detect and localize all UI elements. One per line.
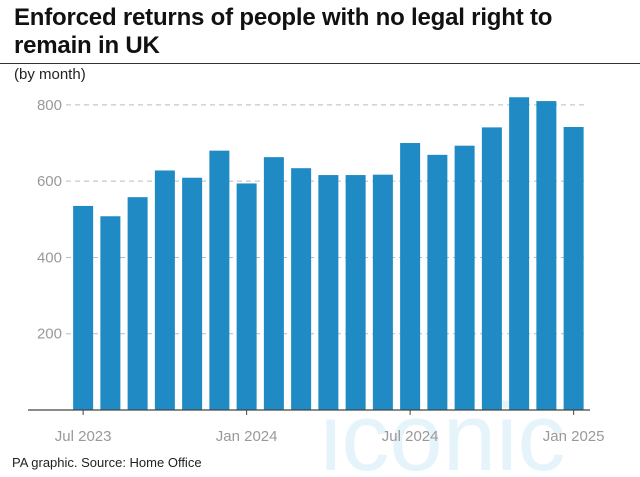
bar-nov-2023 [182,177,203,410]
bar-dec-2023 [209,150,230,410]
y-axis-labels: 200 400 600 800 [37,97,62,343]
x-tick-label: Jul 2024 [382,428,439,445]
chart-subtitle: (by month) [14,66,86,83]
x-axis-ticks: Jul 2023 Jan 2024 Jul 2024 Jan 2025 [55,410,605,445]
bar-jul-2024 [400,143,421,410]
y-tick-label: 400 [37,249,62,266]
title-divider [0,63,640,64]
y-tick-label: 200 [37,326,62,343]
x-tick-label: Jul 2023 [55,428,112,445]
bar-jun-2024 [372,174,393,410]
bar-jan-2024 [236,183,257,410]
bar-dec-2024 [536,101,557,411]
bar-may-2024 [345,175,366,410]
source-note: PA graphic. Source: Home Office [12,455,202,470]
chart-title: Enforced returns of people with no legal… [14,4,553,59]
y-tick-label: 800 [37,97,62,114]
bar-mar-2024 [291,168,312,410]
bar-sep-2024 [454,145,475,410]
x-tick-label: Jan 2024 [216,428,278,445]
bar-nov-2024 [509,97,530,411]
bars [73,97,584,411]
bar-jan-2025 [563,127,584,411]
y-tick-label: 600 [37,173,62,190]
x-tick-label: Jan 2025 [543,428,605,445]
bar-sep-2023 [127,197,148,410]
bar-oct-2024 [481,127,502,410]
bar-oct-2023 [154,170,175,410]
bar-aug-2024 [427,154,448,410]
bar-feb-2024 [263,157,284,410]
bar-aug-2023 [100,216,121,410]
bar-jul-2023 [73,205,94,410]
bar-apr-2024 [318,175,339,410]
